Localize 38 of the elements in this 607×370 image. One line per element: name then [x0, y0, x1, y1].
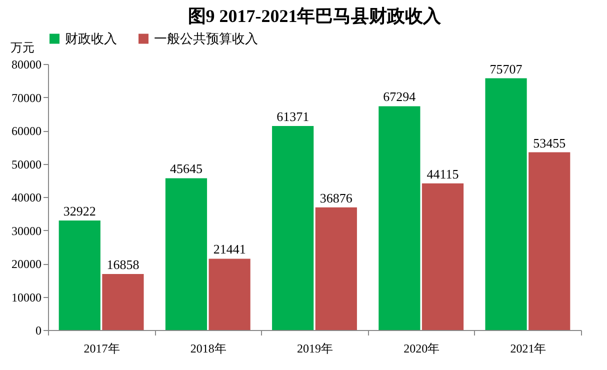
- data-label: 75707: [490, 61, 523, 76]
- bar: [208, 258, 250, 330]
- x-tick-label: 2021年: [510, 342, 546, 356]
- y-tick-label: 60000: [12, 124, 42, 138]
- bar: [378, 106, 420, 330]
- bar: [422, 183, 464, 330]
- data-label: 53455: [533, 135, 566, 150]
- legend-label: 一般公共预算收入: [154, 30, 258, 46]
- data-label: 61371: [276, 108, 310, 124]
- chart-title: 图9 2017-2021年巴马县财政收入: [188, 6, 442, 26]
- y-tick-label: 10000: [12, 290, 42, 304]
- x-tick-label: 2019年: [297, 342, 333, 356]
- y-axis-title: 万元: [10, 40, 34, 54]
- bar: [272, 126, 314, 330]
- x-tick-label: 2018年: [190, 342, 226, 356]
- bar: [485, 78, 527, 330]
- data-label: 21441: [213, 242, 246, 257]
- x-tick-label: 2020年: [404, 342, 440, 356]
- y-tick-label: 0: [36, 324, 42, 338]
- bar: [58, 220, 100, 330]
- legend-label: 财政收入: [65, 30, 117, 46]
- data-label: 67294: [383, 89, 416, 104]
- data-label: 45645: [170, 161, 202, 176]
- data-label: 16858: [106, 256, 140, 272]
- y-tick-label: 70000: [12, 90, 42, 105]
- data-label: 44115: [426, 166, 459, 182]
- y-tick-label: 40000: [12, 190, 42, 204]
- y-tick-label: 80000: [12, 58, 42, 72]
- y-tick-label: 20000: [12, 257, 42, 271]
- bar: [315, 207, 357, 330]
- y-tick-label: 50000: [12, 157, 42, 172]
- y-tick-label: 30000: [12, 224, 42, 238]
- bar: [165, 178, 208, 330]
- x-tick-label: 2017年: [84, 342, 120, 356]
- bar: [102, 274, 144, 330]
- data-label: 36876: [320, 190, 353, 206]
- bar: [528, 152, 570, 330]
- data-label: 32922: [63, 204, 96, 219]
